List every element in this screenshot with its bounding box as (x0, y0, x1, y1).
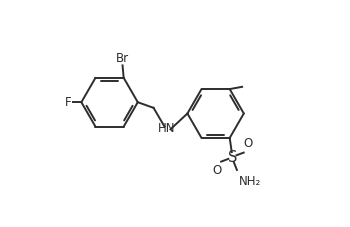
Text: S: S (228, 150, 237, 165)
Text: F: F (65, 96, 71, 109)
Text: NH₂: NH₂ (239, 175, 261, 188)
Text: O: O (244, 137, 253, 150)
Text: Br: Br (116, 52, 129, 65)
Text: HN: HN (158, 122, 176, 135)
Text: O: O (212, 164, 221, 177)
